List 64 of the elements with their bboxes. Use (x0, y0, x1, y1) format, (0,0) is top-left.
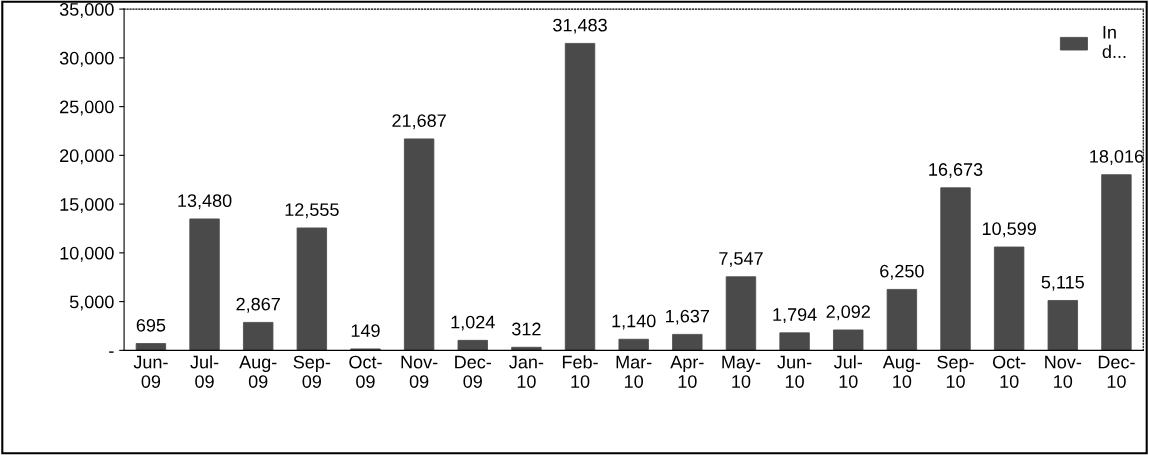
text: 31,483 (553, 18, 607, 34)
x-tick-label: Jul- 10 (833, 355, 862, 388)
text: 1,024 (451, 315, 495, 331)
legend-label: In d... (1102, 26, 1126, 59)
text: 6,250 (880, 264, 924, 280)
y-tick-label: 5,000 (69, 295, 114, 311)
bar (135, 343, 167, 351)
text: 695 (136, 318, 166, 332)
bar (243, 321, 274, 351)
x-tick-label: Jun- 10 (777, 355, 812, 388)
bar (564, 42, 596, 351)
x-tick-label: Nov- 10 (1045, 355, 1082, 388)
y-tick-label: 10,000 (60, 246, 114, 262)
bar (403, 138, 435, 351)
bar (618, 338, 649, 351)
text: 16,673 (929, 163, 983, 179)
text: 5,115 (1041, 275, 1084, 291)
text: 149 (351, 324, 380, 337)
x-tick-label: May- 10 (722, 355, 761, 388)
x-tick-label: Oct- 09 (349, 355, 382, 388)
x-tick-label: Aug- 09 (239, 355, 277, 388)
y-tick-label: 20,000 (60, 149, 114, 165)
bar (833, 329, 864, 351)
x-tick-label: Oct- 10 (992, 355, 1026, 388)
bar (672, 333, 703, 351)
text: 12,555 (285, 203, 339, 219)
x-tick-label: Feb- 10 (562, 355, 598, 388)
text: 2,867 (236, 297, 280, 313)
bar (457, 339, 488, 351)
y-tick-label: 35,000 (59, 3, 114, 18)
text: 21,687 (392, 114, 446, 130)
text: 10,599 (982, 222, 1036, 238)
text: 13,480 (178, 194, 232, 210)
text: 1,637 (666, 309, 709, 325)
bar (940, 187, 971, 351)
bar (296, 227, 327, 351)
x-tick-label: Jan- 10 (509, 355, 544, 388)
bar (779, 332, 810, 351)
bar (189, 218, 220, 351)
x-tick-label: Dec- 09 (455, 355, 492, 388)
x-tick-label: Nov- 09 (401, 355, 438, 388)
text: 312 (512, 322, 541, 336)
x-tick-label: Sep- 10 (937, 355, 974, 388)
x-tick-label: Apr- 10 (670, 355, 704, 388)
bar (725, 276, 757, 351)
x-tick-label: Mar- 10 (616, 355, 652, 388)
text: 2,092 (826, 305, 870, 321)
y-tick-label: 30,000 (59, 51, 114, 67)
x-tick-label: Jul- 09 (190, 355, 219, 388)
y-tick-label: 15,000 (60, 198, 114, 213)
x-tick-label: Sep- 09 (293, 355, 331, 388)
y-tick-label: - (109, 351, 114, 353)
text: 7,547 (719, 252, 763, 267)
y-tick-label: 25,000 (60, 100, 114, 116)
bar (1101, 174, 1132, 351)
text: 1,140 (612, 314, 656, 330)
text: 1,794 (773, 308, 817, 324)
bar (1047, 300, 1078, 351)
bar (886, 288, 918, 351)
x-tick-label: Jun- 09 (133, 355, 168, 388)
bar (993, 246, 1025, 351)
x-tick-label: Dec- 10 (1098, 355, 1135, 388)
text: 18,016 (1090, 150, 1144, 165)
x-tick-label: Aug- 10 (882, 355, 921, 388)
